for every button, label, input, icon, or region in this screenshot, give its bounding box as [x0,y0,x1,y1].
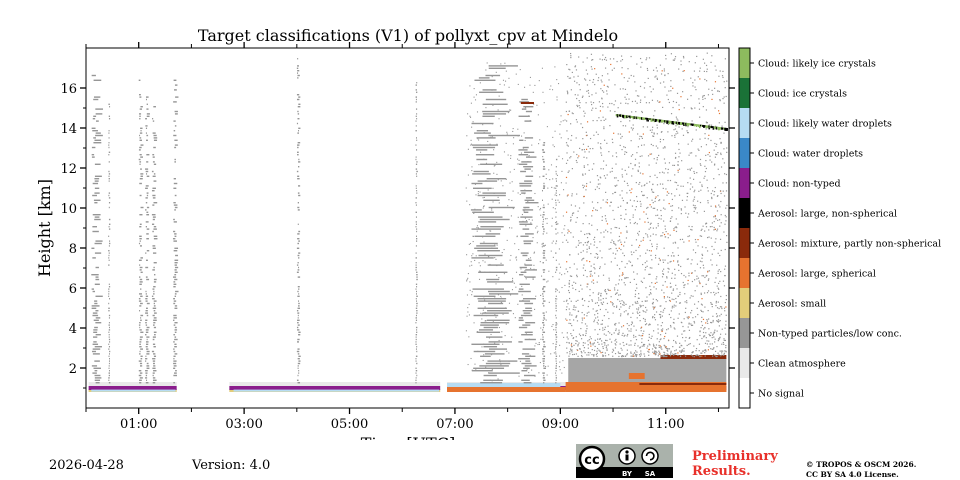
legend: Cloud: likely ice crystals Cloud: ice cry… [738,47,941,409]
y-tick-label-5: 12 [60,162,77,177]
spherical-aerosol-tower [628,373,645,379]
x-axis-label: Time [UTC] [361,434,455,440]
legend-swatch-2 [739,318,750,348]
legend-label-4: Aerosol: large, spherical [757,269,876,280]
cloud-nontyped-layer-0 [88,386,177,390]
x-axis: 01:00 03:00 05:00 07:00 09:00 11:00 [85,42,719,432]
profile-column-4 [151,106,158,384]
profile-column-5 [172,79,179,384]
profile-column-0 [91,74,104,384]
cc-logo-icon [578,445,606,473]
spherical-aerosol-morning [447,387,566,392]
legend-swatch-1 [739,348,750,378]
by-person-body [625,454,629,461]
likely-water-band [447,383,561,387]
ice-cloud-layer [615,114,728,131]
legend-label-10: Cloud: ice crystals [758,89,847,100]
x-tick-label-1: 03:00 [225,417,262,432]
copyright-notice: © TROPOS & OSCM 2026. CC BY SA 4.0 Licen… [806,460,916,480]
legend-label-9: Cloud: likely water droplets [758,119,892,130]
mixture-aerosol-layer [660,355,727,359]
profile-column-7 [415,82,418,384]
legend-frame [738,47,751,409]
legend-label-1: Clean atmosphere [758,359,846,370]
mixture-aerosol-low [639,383,727,385]
cc-sa-label: SA [645,470,656,478]
x-tick-label-0: 01:00 [120,417,157,432]
legend-label-0: No signal [758,389,804,400]
y-axis: 2 4 6 8 10 12 14 16 [60,82,735,389]
cc-logo-text: cc [584,453,599,468]
spherical-aerosol-noon [565,382,727,392]
legend-swatch-10 [739,78,750,108]
preliminary-line-1: Preliminary [692,449,778,464]
legend-label-6: Aerosol: large, non-spherical [757,209,897,220]
y-tick-label-3: 8 [69,242,77,257]
copyright-line-1: © TROPOS & OSCM 2026. [806,460,917,469]
footer-version: Version: 4.0 [192,458,271,473]
legend-label-7: Cloud: non-typed [758,179,841,190]
y-tick-label-0: 2 [69,362,77,377]
legend-swatch-4 [739,258,750,288]
copyright-line-2: CC BY SA 4.0 License. [806,470,899,479]
cc-license-badge: cc BY SA [576,444,673,478]
y-tick-label-7: 16 [60,82,77,97]
sa-arrow-icon [645,451,655,461]
profile-column-11 [555,158,558,384]
x-tick-label-5: 11:00 [647,417,684,432]
legend-swatch-6 [739,198,750,228]
legend-label-5: Aerosol: mixture, partly non-spherical [757,239,941,250]
legend-swatch-0 [739,378,750,408]
chart-title: Target classifications (V1) of pollyxt_c… [198,26,618,45]
profile-column-9 [518,98,539,384]
y-tick-label-1: 4 [69,322,77,337]
legend-label-11: Cloud: likely ice crystals [758,59,876,70]
legend-swatch-7 [739,168,750,198]
legend-swatch-9 [739,108,750,138]
y-tick-label-4: 10 [60,202,77,217]
nontyped-dust-region [568,358,727,382]
profile-column-2 [138,79,144,384]
sa-share-icon [641,447,659,465]
plot-area [88,52,728,392]
profile-column-3 [145,96,150,384]
cloud-nontyped-layer-1 [229,386,441,390]
x-tick-label-2: 05:00 [331,417,368,432]
upper-aerosol-patch [520,102,534,104]
legend-label-3: Aerosol: small [757,299,826,310]
noise-speckle [465,52,728,382]
preliminary-notice: Preliminary Results. [692,449,778,479]
classification-chart: Target classifications (V1) of pollyxt_c… [35,26,941,440]
footer-date: 2026-04-28 [49,458,124,473]
profile-column-10 [541,142,546,384]
legend-swatch-5 [739,228,750,258]
profile-column-8 [470,65,520,384]
water-droplet-patch-0 [91,389,176,392]
legend-label-2: Non-typed particles/low conc. [758,329,902,340]
y-tick-label-6: 14 [60,122,77,137]
profile-column-1 [108,103,111,384]
x-tick-label-3: 07:00 [436,417,473,432]
legend-swatch-8 [739,138,750,168]
cc-by-label: BY [622,470,633,478]
by-person-head [625,450,629,454]
water-droplet-patch-1 [233,389,440,392]
x-tick-label-4: 09:00 [542,417,579,432]
legend-swatch-11 [739,48,750,78]
y-axis-label: Height [km] [35,179,54,277]
legend-label-8: Cloud: water droplets [758,149,863,160]
preliminary-line-2: Results. [692,464,751,479]
legend-swatch-3 [739,288,750,318]
y-tick-label-2: 6 [69,282,77,297]
profile-column-6 [296,58,301,384]
